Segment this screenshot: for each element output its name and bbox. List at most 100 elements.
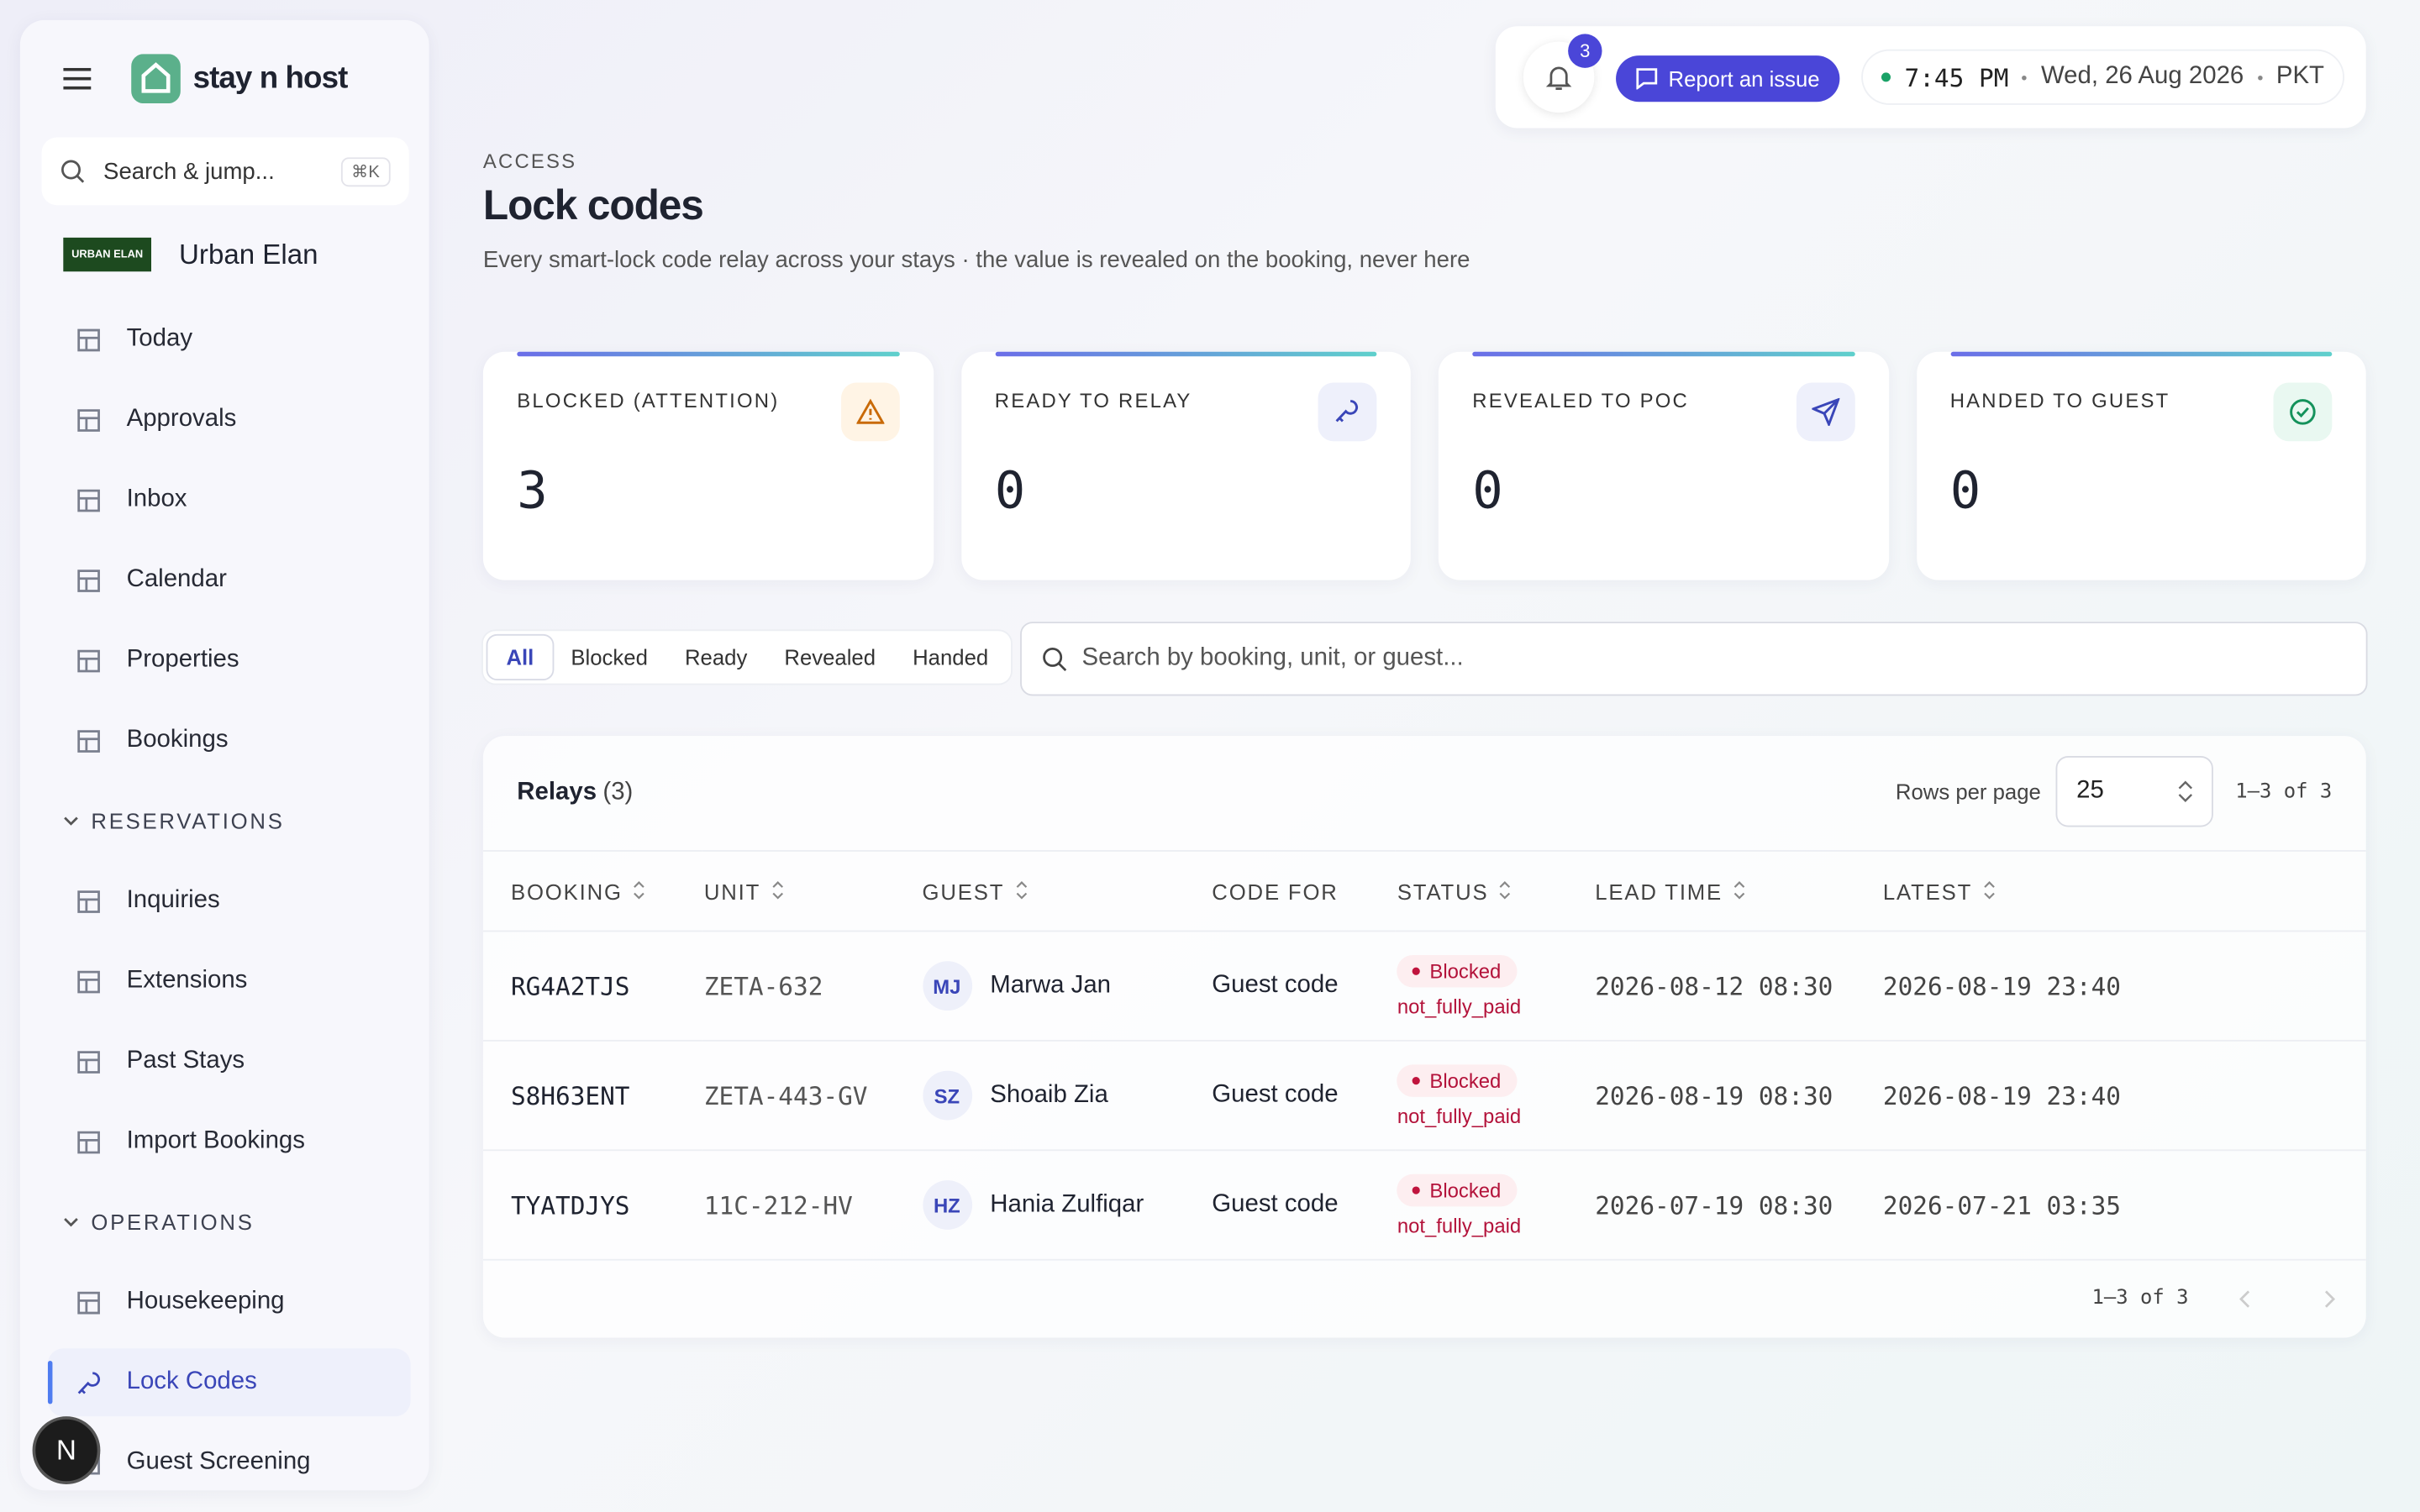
nav-label: Inquiries: [126, 887, 220, 914]
filter-tab[interactable]: Ready: [684, 644, 748, 670]
stat-label: READY TO RELAY: [994, 388, 1192, 412]
icon: [77, 1290, 100, 1314]
prev-page[interactable]: [2212, 1276, 2280, 1322]
rows-per-page: 25: [2076, 777, 2104, 804]
nav-section[interactable]: RESERVATIONS: [48, 787, 411, 855]
column-header[interactable]: STATUS: [1395, 850, 1594, 932]
nav-label: Bookings: [126, 727, 229, 753]
sort-icon: [1016, 880, 1027, 899]
nav-label: Properties: [126, 646, 239, 673]
stat-icon: [1318, 382, 1377, 442]
time: 7:45 PM: [1904, 62, 2009, 92]
column-header[interactable]: GUEST: [920, 850, 1211, 932]
column-header[interactable]: UNIT: [702, 850, 921, 932]
avatar[interactable]: N: [32, 1416, 101, 1484]
nav-item[interactable]: Guest Screening: [48, 1429, 411, 1490]
nav-section[interactable]: OPERATIONS: [48, 1188, 411, 1256]
icon: [77, 1371, 100, 1394]
status-pill: Blocked: [1397, 1063, 1517, 1097]
status-label: Blocked: [1429, 1178, 1502, 1201]
stat-value: 3: [517, 459, 548, 520]
table-row[interactable]: S8H63ENT ZETA-443-GV SZ Shoaib Zia Guest cod…: [482, 1039, 2366, 1151]
count: (3): [602, 779, 634, 806]
notification-count: 3: [1568, 34, 1602, 68]
quick-search[interactable]: Search & jump... ⌘K: [41, 137, 409, 206]
lead-time: 2026-08-12 08:30: [1593, 930, 1882, 1041]
search-icon: [1043, 647, 1067, 671]
title: Relays: [517, 779, 597, 806]
menu-button[interactable]: [63, 67, 92, 90]
date: Wed, 26 Aug 2026: [2040, 63, 2244, 90]
status-pill: Blocked: [1397, 1173, 1517, 1206]
table-row[interactable]: RG4A2TJS ZETA-632 MJ Marwa Jan Guest code Blo…: [482, 930, 2366, 1041]
sort-icon: [1500, 880, 1511, 899]
nav-item[interactable]: Past Stays: [48, 1027, 411, 1095]
filters: All Blocked Ready Revealed Handed: [482, 631, 1012, 684]
icon: [77, 729, 100, 752]
filter-tab[interactable]: Handed: [913, 644, 989, 670]
filter-tab[interactable]: Revealed: [784, 644, 876, 670]
column-header[interactable]: LATEST: [1881, 850, 2366, 932]
sort-icon: [634, 880, 645, 899]
stat-value: 0: [1949, 459, 1981, 520]
next-page[interactable]: [2295, 1276, 2363, 1322]
nav-item[interactable]: Today: [48, 306, 411, 374]
nav-item[interactable]: Housekeeping: [48, 1268, 411, 1336]
nav-item[interactable]: Import Bookings: [48, 1108, 411, 1176]
stat-label: HANDED TO GUEST: [1949, 388, 2170, 412]
guest: HZ Hania Zulfiqar: [920, 1149, 1211, 1261]
lead-time: 2026-08-19 08:30: [1593, 1039, 1882, 1151]
nav-label: Approvals: [126, 406, 237, 433]
rows-per-page-select[interactable]: 25: [2056, 756, 2214, 827]
nav-item[interactable]: Properties: [48, 627, 411, 695]
unit: 11C-212-HV: [702, 1149, 921, 1261]
nav-label: Inbox: [126, 486, 187, 512]
status: Blocked not_fully_paid: [1395, 1039, 1594, 1151]
nav-label: Guest Screening: [126, 1448, 311, 1475]
page-description: Every smart-lock code relay across your …: [482, 246, 1470, 274]
code-for: Guest code: [1210, 930, 1396, 1041]
pagination-top: Rows per page 25 1–3 of 3: [1896, 756, 2332, 827]
nav-label: Housekeeping: [126, 1288, 285, 1315]
report-button[interactable]: Report an issue: [1616, 55, 1840, 102]
initials: HZ: [922, 1180, 972, 1230]
stat-label: BLOCKED (ATTENTION): [517, 388, 780, 412]
page-title: Lock codes: [482, 181, 704, 228]
icon: [77, 890, 100, 912]
sort-icon: [1733, 880, 1745, 899]
search-icon: [61, 160, 85, 183]
org-switcher[interactable]: URBAN ELAN Urban Elan: [63, 237, 318, 272]
nav: Today Approvals Inbox Calendar Properties Boo…: [47, 306, 411, 1491]
nav-item[interactable]: Calendar: [48, 546, 411, 614]
nav-item[interactable]: Lock Codes: [47, 1348, 411, 1417]
nav-item[interactable]: Inquiries: [48, 867, 411, 935]
range: 1–3 of 3: [2235, 780, 2333, 804]
nav-item[interactable]: Extensions: [48, 948, 411, 1016]
table-title: Relays (3): [517, 780, 633, 807]
chevron: [2239, 1290, 2250, 1308]
search-placeholder: Search by booking, unit, or guest...: [1081, 644, 1464, 671]
status-label: Blocked: [1429, 958, 1502, 983]
status-reason: not_fully_paid: [1397, 994, 1522, 1018]
search-box[interactable]: Search by booking, unit, or guest...: [1020, 622, 2368, 696]
status: Blocked not_fully_paid: [1395, 1149, 1594, 1261]
nav-item[interactable]: Bookings: [48, 706, 411, 774]
separator: [2022, 75, 2028, 80]
nav-item[interactable]: Approvals: [48, 386, 411, 454]
eyebrow: ACCESS: [482, 150, 577, 173]
status: Blocked not_fully_paid: [1395, 930, 1594, 1041]
report-icon: [1636, 68, 1658, 90]
brand-name: stay n host: [192, 60, 349, 95]
column-label: GUEST: [922, 879, 1005, 904]
icon: [1811, 397, 1839, 426]
booking: TYATDJYS: [482, 1149, 703, 1261]
column-header[interactable]: LEAD TIME: [1593, 850, 1882, 932]
clock: 7:45 PM Wed, 26 Aug 2026 PKT: [1862, 50, 2344, 104]
rows-per-page-label: Rows per page: [1895, 779, 2041, 804]
table-row[interactable]: TYATDJYS 11C-212-HV HZ Hania Zulfiqar Guest …: [482, 1149, 2366, 1261]
filter-tab[interactable]: All: [487, 635, 553, 680]
column-header[interactable]: BOOKING: [482, 850, 703, 932]
nav-item[interactable]: Inbox: [48, 466, 411, 534]
filter-tab[interactable]: Blocked: [571, 644, 648, 670]
